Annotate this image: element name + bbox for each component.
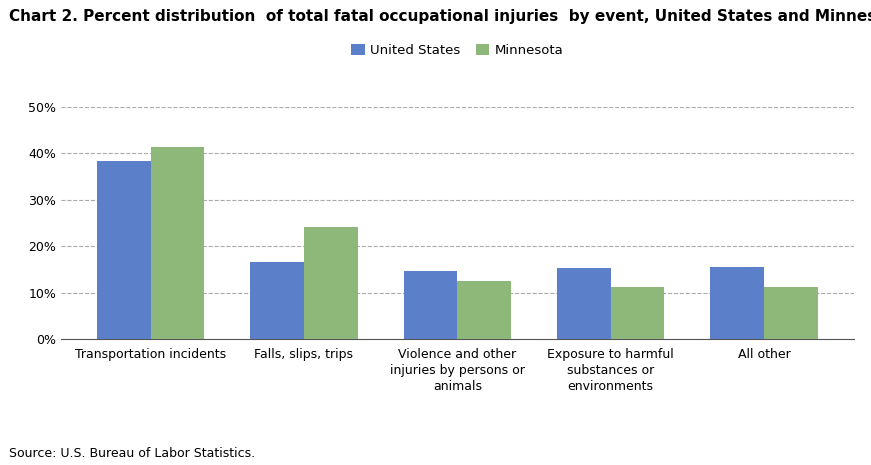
Legend: United States, Minnesota: United States, Minnesota	[351, 44, 564, 57]
Bar	[151, 147, 205, 339]
Text: Source: U.S. Bureau of Labor Statistics.: Source: U.S. Bureau of Labor Statistics.	[9, 447, 255, 460]
Text: Chart 2. Percent distribution  of total fatal occupational injuries  by event, U: Chart 2. Percent distribution of total f…	[9, 9, 871, 24]
Bar	[304, 227, 358, 339]
Bar	[557, 268, 611, 339]
Bar	[250, 262, 304, 339]
Bar	[764, 287, 818, 339]
Bar	[403, 271, 457, 339]
Bar	[457, 281, 511, 339]
Bar	[611, 287, 665, 339]
Bar	[710, 267, 764, 339]
Bar	[97, 161, 151, 339]
